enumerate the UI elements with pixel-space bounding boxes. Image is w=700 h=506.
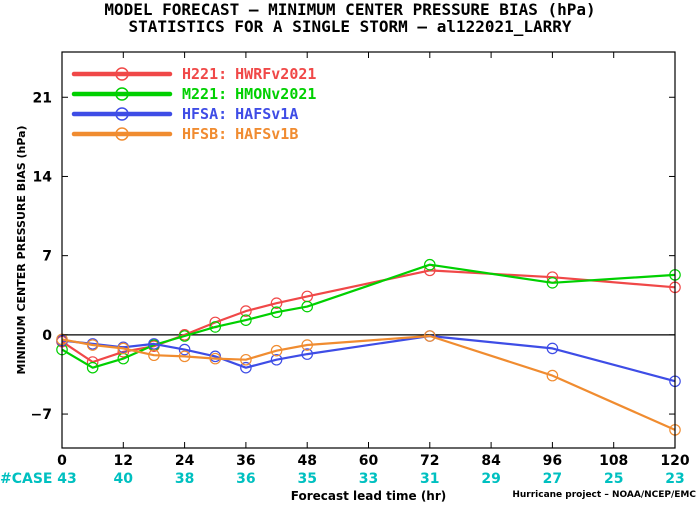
- data-point-hfsb: [546, 369, 559, 382]
- legend-model-name: HAFSv1B: [235, 125, 298, 143]
- data-point-hfsb: [86, 339, 99, 351]
- case-count: 38: [175, 471, 194, 487]
- data-point-m221: [178, 330, 191, 342]
- data-point-hfsb: [301, 339, 313, 351]
- y-tick-label: 14: [33, 169, 53, 185]
- data-point-h221: [270, 297, 283, 309]
- data-point-h221: [240, 305, 252, 317]
- data-point-m221: [209, 321, 222, 333]
- legend-label: HFSB: HAFSv1B: [182, 125, 298, 143]
- data-point-hfsb: [240, 353, 252, 366]
- case-label: #CASE: [0, 471, 53, 487]
- legend-marker: [115, 67, 129, 81]
- x-tick-label: 72: [420, 453, 439, 469]
- x-axis-label: Forecast lead time (hr): [291, 489, 447, 503]
- data-point-m221: [86, 361, 99, 374]
- legend-marker: [115, 127, 129, 141]
- legend-entry-h221: H221: HWRFv2021: [71, 65, 316, 83]
- case-count: 29: [481, 471, 500, 487]
- y-axis-label: MINIMUM CENTER PRESSURE BIAS (hPa): [15, 125, 28, 374]
- data-point-m221: [546, 277, 559, 289]
- data-point-hfsa: [148, 338, 160, 350]
- data-point-hfsa: [270, 353, 283, 366]
- data-point-hfsb: [270, 344, 283, 357]
- x-tick-label: 12: [114, 453, 133, 469]
- x-tick-label: 108: [599, 453, 628, 469]
- legend-model-name: HWRFv2021: [235, 65, 316, 83]
- case-count: 31: [420, 471, 439, 487]
- case-count: 43: [57, 471, 76, 487]
- series-m221: [56, 258, 681, 374]
- legend-entry-hfsb: HFSB: HAFSv1B: [71, 125, 298, 143]
- data-point-m221: [270, 306, 283, 319]
- data-point-hfsb: [148, 349, 160, 362]
- legend-model-name: HMONv2021: [235, 85, 316, 103]
- data-point-m221: [240, 314, 252, 326]
- legend-code: M221:: [182, 85, 227, 103]
- legend-marker: [115, 87, 129, 101]
- case-count: 40: [114, 471, 134, 487]
- series-line-h221: [61, 269, 676, 364]
- case-count: 36: [236, 471, 255, 487]
- case-count: 33: [359, 471, 378, 487]
- data-point-hfsa: [301, 348, 313, 360]
- x-tick-label: 48: [297, 453, 316, 469]
- data-point-m221: [423, 258, 436, 271]
- legend-label: HFSA: HAFSv1A: [182, 105, 298, 123]
- data-point-m221: [301, 300, 313, 313]
- legend-entry-m221: M221: HMONv2021: [71, 85, 316, 103]
- chart-title-line-1: MODEL FORECAST – MINIMUM CENTER PRESSURE…: [104, 0, 596, 19]
- x-tick-label: 24: [175, 453, 195, 469]
- legend-code: H221:: [182, 65, 227, 83]
- legend-label: M221: HMONv2021: [182, 85, 316, 103]
- legend-label: H221: HWRFv2021: [182, 65, 316, 83]
- series-line-m221: [61, 263, 676, 369]
- x-tick-label: 60: [359, 453, 379, 469]
- legend-marker: [115, 107, 129, 121]
- x-tick-label: 0: [57, 453, 67, 469]
- legend-code: HFSA:: [182, 105, 227, 123]
- x-tick-label: 120: [660, 453, 689, 469]
- data-point-hfsb: [117, 342, 130, 355]
- axis-layer: 0 12 24 36 48 60 72 84 96 108 120 −7 0 7 14 21 Forecast …: [15, 51, 690, 503]
- case-count: 25: [604, 471, 623, 487]
- y-tick-label: 21: [33, 90, 52, 106]
- x-tick-label: 84: [481, 453, 501, 469]
- legend-code: HFSB:: [182, 125, 227, 143]
- x-tick-label: 36: [236, 453, 255, 469]
- data-point-hfsa: [178, 343, 191, 356]
- credit-text: Hurricane project – NOAA/NCEP/EMC: [512, 490, 696, 500]
- chart-title-line-2: STATISTICS FOR A SINGLE STORM – al122021…: [128, 17, 572, 36]
- data-point-hfsa: [240, 361, 252, 374]
- case-count: 35: [297, 471, 316, 487]
- y-tick-label: −7: [31, 407, 52, 423]
- case-counts-row: #CASE 43 40 38 36 35 33 31 29 27 25 23: [0, 471, 685, 487]
- legend: H221: HWRFv2021 M221: HMONv2021 HFSA: HAFSv1A…: [71, 65, 316, 143]
- y-tick-label: 7: [42, 249, 52, 265]
- case-count: 23: [665, 471, 684, 487]
- data-point-hfsb: [178, 350, 191, 363]
- y-tick-label: 0: [42, 328, 52, 344]
- case-count: 27: [543, 471, 562, 487]
- data-point-hfsb: [209, 352, 222, 365]
- x-tick-label: 96: [543, 453, 562, 469]
- legend-model-name: HAFSv1A: [235, 105, 298, 123]
- legend-entry-hfsa: HFSA: HAFSv1A: [71, 105, 298, 123]
- series-line-hfsa: [61, 334, 676, 383]
- data-point-hfsb: [423, 330, 436, 342]
- data-point-hfsa: [546, 342, 559, 355]
- series-layer: [56, 258, 681, 436]
